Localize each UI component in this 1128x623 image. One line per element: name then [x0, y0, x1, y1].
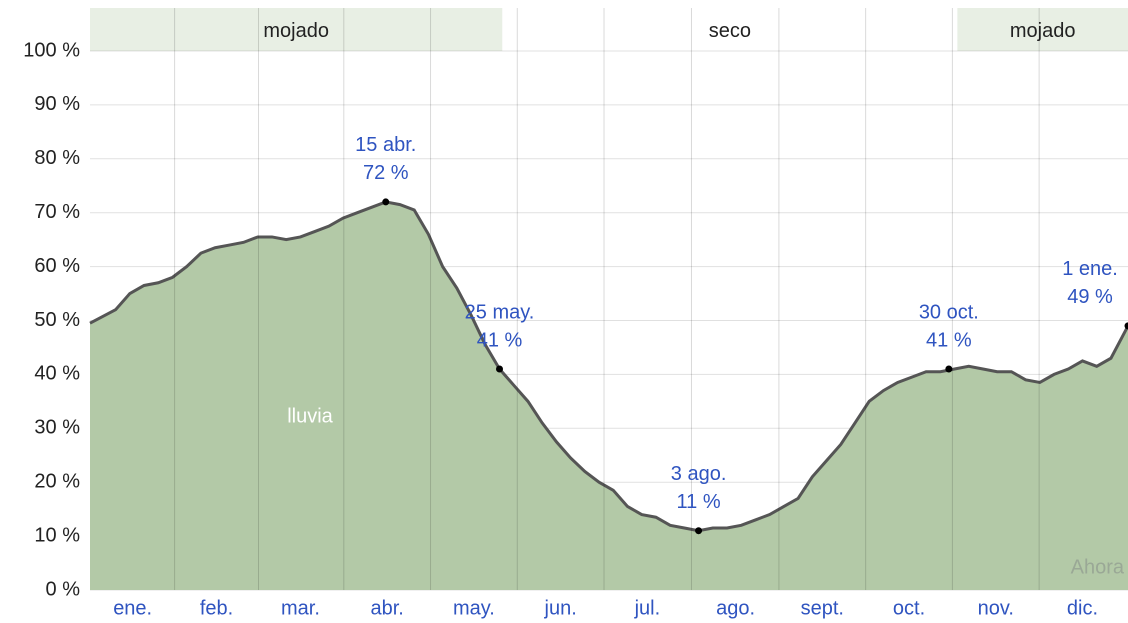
x-tick-label: may. [453, 597, 495, 619]
season-label: mojado [263, 20, 329, 42]
area [90, 201, 1128, 591]
y-tick-label: 10 % [34, 524, 80, 546]
x-tick-label: jul. [634, 597, 661, 619]
annotation-value: 41 % [477, 329, 523, 351]
y-tick-label: 20 % [34, 470, 80, 492]
y-tick-label: 50 % [34, 309, 80, 331]
annotation-date: 25 may. [465, 301, 535, 323]
x-tick-label: jun. [544, 597, 577, 619]
y-tick-label: 60 % [34, 255, 80, 277]
annotation-point [695, 527, 703, 535]
x-tick-label: mar. [281, 597, 320, 619]
x-tick-label: nov. [978, 597, 1014, 619]
annotation-date: 1 ene. [1062, 258, 1118, 280]
annotation-point [382, 198, 390, 206]
x-tick-label: oct. [893, 597, 925, 619]
annotation-point [945, 365, 953, 373]
season-band [957, 8, 1128, 51]
x-tick-label: dic. [1067, 597, 1098, 619]
x-tick-label: abr. [371, 597, 404, 619]
x-tick-label: sept. [801, 597, 844, 619]
annotation-date: 30 oct. [919, 301, 979, 323]
annotation-date: 15 abr. [355, 134, 416, 156]
line [89, 200, 1128, 533]
y-tick-label: 30 % [34, 417, 80, 439]
y-tick-label: 70 % [34, 201, 80, 223]
now-label: Ahora [1071, 556, 1125, 578]
annotation-date: 3 ago. [671, 463, 727, 485]
y-tick-label: 100 % [23, 39, 80, 61]
annotation-value: 11 % [677, 491, 721, 513]
x-tick-label: feb. [200, 597, 233, 619]
annotation-value: 41 % [926, 329, 972, 351]
annotation-point [496, 365, 504, 373]
y-tick-label: 90 % [34, 93, 80, 115]
series-label: lluvia [287, 405, 333, 427]
y-tick-label: 0 % [46, 578, 81, 600]
annotation-point [1124, 322, 1128, 330]
y-tick-label: 80 % [34, 147, 80, 169]
x-tick-label: ago. [716, 597, 755, 619]
season-band [502, 8, 958, 51]
season-label: seco [709, 20, 751, 42]
annotation-value: 72 % [363, 162, 409, 184]
season-band [90, 8, 503, 51]
season-label: mojado [1010, 20, 1076, 42]
x-tick-label: ene. [113, 597, 152, 619]
y-tick-label: 40 % [34, 363, 80, 385]
annotation-value: 49 % [1067, 286, 1113, 308]
